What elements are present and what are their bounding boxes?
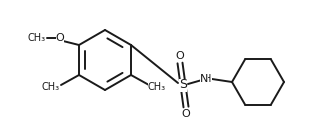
Text: S: S (179, 78, 187, 92)
Text: CH₃: CH₃ (28, 33, 46, 43)
Text: O: O (182, 109, 190, 119)
Text: CH₃: CH₃ (148, 82, 166, 92)
Text: O: O (56, 33, 64, 43)
Text: O: O (176, 51, 184, 61)
Text: H: H (204, 74, 212, 84)
Text: CH₃: CH₃ (42, 82, 60, 92)
Text: N: N (200, 74, 208, 84)
